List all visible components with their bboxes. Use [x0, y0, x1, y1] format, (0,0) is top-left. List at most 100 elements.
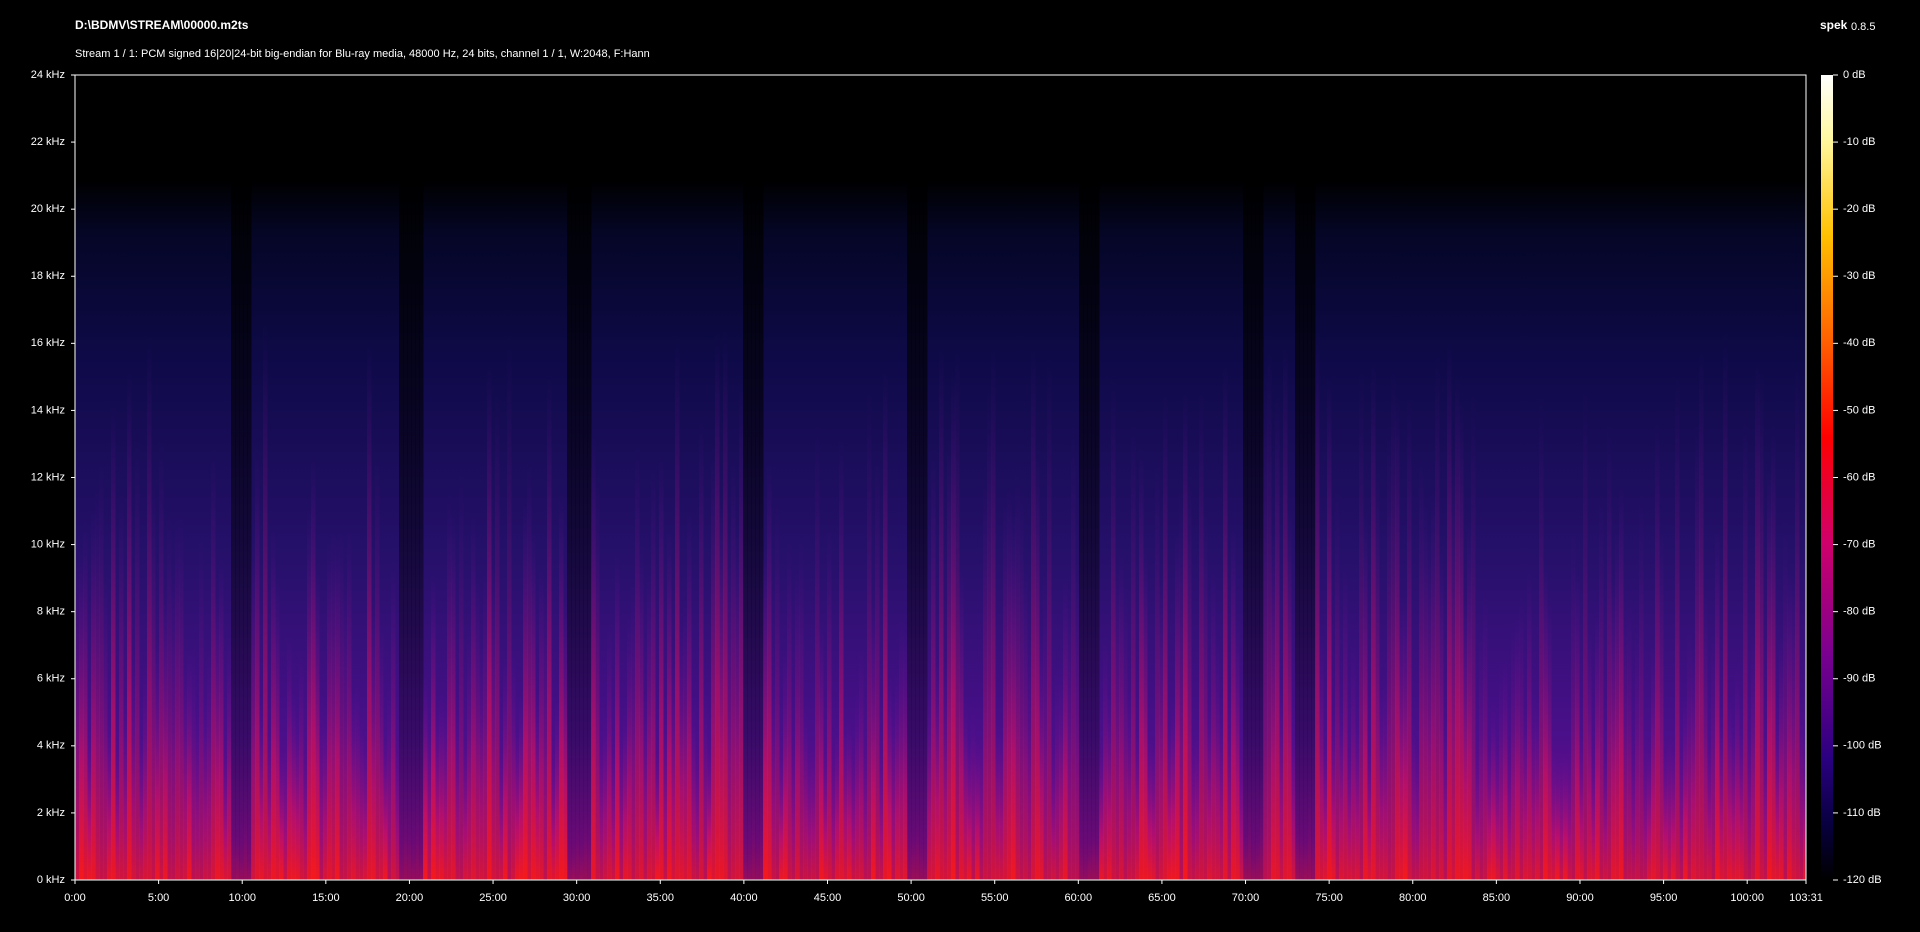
spectral-column [691, 699, 696, 880]
spectral-column [1551, 747, 1556, 880]
spectral-column [1239, 758, 1244, 880]
spectral-column [1139, 447, 1144, 880]
spectral-column [103, 574, 108, 880]
quiet-column [1087, 75, 1092, 880]
quiet-column [575, 75, 580, 880]
spectral-column [251, 537, 256, 880]
spectral-column [1235, 613, 1240, 880]
spectral-column [735, 527, 740, 880]
frequency-label: 0 kHz [37, 874, 65, 886]
spectral-column [1215, 640, 1220, 880]
spectral-column [771, 665, 776, 880]
spectral-column [1447, 337, 1452, 880]
spectral-column [1371, 360, 1376, 880]
spectral-column [847, 716, 852, 880]
spectral-column [1583, 387, 1588, 880]
time-label: 55:00 [981, 892, 1009, 904]
spectral-column [127, 372, 132, 880]
spectral-column [307, 504, 312, 880]
spectral-column [1479, 616, 1484, 880]
spectral-column [1691, 647, 1696, 880]
spectral-column [999, 723, 1004, 880]
spectral-column [531, 526, 536, 880]
spectral-column [167, 508, 172, 880]
time-label: 10:00 [228, 892, 256, 904]
spectral-column [431, 573, 436, 880]
spectral-column [903, 625, 908, 880]
spectral-column [1407, 395, 1412, 880]
spectral-column [299, 653, 304, 880]
spectral-column [363, 744, 368, 880]
spectral-column [303, 759, 308, 880]
spectral-column [779, 757, 784, 880]
spectral-column [1563, 754, 1568, 880]
time-label: 5:00 [148, 892, 169, 904]
spectral-column [667, 525, 672, 880]
time-label: 50:00 [897, 892, 925, 904]
spectral-column [815, 421, 820, 880]
spectral-column [1367, 746, 1372, 880]
spectral-column [787, 536, 792, 880]
quiet-column [1255, 75, 1260, 880]
spectral-column [1283, 341, 1288, 880]
frequency-label: 14 kHz [31, 404, 65, 416]
spectral-column [539, 564, 544, 880]
spectral-column [1343, 561, 1348, 880]
spectral-column [191, 644, 196, 880]
time-label: 0:00 [64, 892, 85, 904]
spectral-column [1071, 424, 1076, 880]
spectral-column [823, 755, 828, 880]
spectral-column [1771, 424, 1776, 880]
spectral-column [1031, 344, 1036, 880]
spectral-column [1227, 684, 1232, 880]
spectral-column [1667, 732, 1672, 880]
spectral-column [427, 718, 432, 880]
file-name: D:\BDMV\STREAM\00000.m2ts [75, 18, 249, 32]
spectral-column [1611, 580, 1616, 880]
spectral-column [563, 601, 568, 880]
spectral-column [1151, 747, 1156, 880]
spectral-column [1067, 597, 1072, 880]
spectral-column [259, 700, 264, 880]
spectral-column [1739, 727, 1744, 880]
spectral-column [1527, 566, 1532, 880]
spectral-column [647, 570, 652, 880]
quiet-column [1299, 75, 1304, 880]
spectral-column [319, 692, 324, 880]
spectral-column [559, 491, 564, 880]
spectral-column [1543, 563, 1548, 880]
spectral-column [1579, 732, 1584, 880]
quiet-column [759, 75, 764, 880]
spectral-column [875, 446, 880, 880]
quiet-column [1095, 75, 1100, 880]
spectral-column [1607, 422, 1612, 880]
spectral-column [347, 522, 352, 880]
spectral-column [1499, 660, 1504, 880]
spectral-column [203, 699, 208, 880]
spectral-column [887, 675, 892, 880]
spectral-column [655, 756, 660, 880]
spectral-column [1711, 627, 1716, 880]
level-label: -70 dB [1843, 538, 1875, 550]
spectral-column [335, 533, 340, 880]
stream-info: Stream 1 / 1: PCM signed 16|20|24-bit bi… [75, 48, 650, 60]
spectral-column [499, 756, 504, 880]
spectral-column [679, 623, 684, 880]
spectral-column [851, 758, 856, 880]
spectrogram [75, 75, 1806, 880]
spectral-column [443, 699, 448, 880]
spectral-column [1707, 739, 1712, 880]
spectral-column [467, 630, 472, 880]
quiet-column [419, 75, 424, 880]
spectral-column [891, 694, 896, 880]
spectral-column [931, 445, 936, 880]
spectral-column [275, 577, 280, 880]
spectral-column [1035, 449, 1040, 880]
spectral-column [1423, 496, 1428, 880]
spectral-column [1507, 757, 1512, 880]
frequency-label: 4 kHz [37, 740, 65, 752]
spectral-column [1199, 387, 1204, 880]
time-label: 100:00 [1730, 892, 1764, 904]
spectral-column [1279, 674, 1284, 880]
